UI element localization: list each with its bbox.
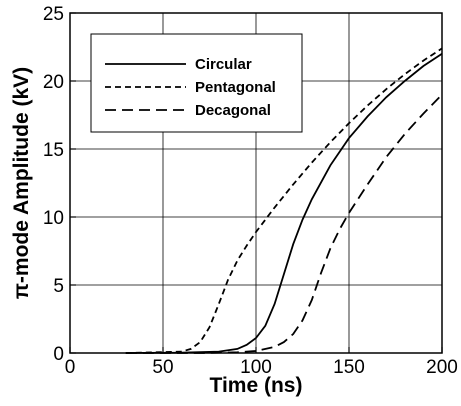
legend-label-decagonal: Decagonal xyxy=(195,102,271,119)
y-tick-label: 10 xyxy=(43,208,64,229)
x-tick-label: 200 xyxy=(426,357,458,378)
legend: Circular Pentagonal Decagonal xyxy=(90,33,303,133)
legend-label-circular: Circular xyxy=(195,56,252,73)
x-tick-label: 100 xyxy=(240,357,272,378)
series-group xyxy=(125,47,443,354)
x-tick-label: 150 xyxy=(333,357,365,378)
y-tick-label: 20 xyxy=(43,72,64,93)
x-ticks: 0 50 100 150 200 xyxy=(65,347,458,378)
x-tick-label: 50 xyxy=(152,357,173,378)
x-axis-title: Time (ns) xyxy=(210,374,303,397)
y-tick-label: 5 xyxy=(53,276,64,297)
y-axis-title: π-mode Amplitude (kV) xyxy=(10,67,33,299)
x-tick-label: 0 xyxy=(65,357,76,378)
legend-box xyxy=(90,33,303,133)
series-line-pentagonal xyxy=(125,47,443,354)
y-tick-label: 0 xyxy=(53,344,64,365)
y-ticks: 0 5 10 15 20 25 xyxy=(43,4,76,365)
series-line-circular xyxy=(125,53,443,354)
legend-label-pentagonal: Pentagonal xyxy=(195,79,276,96)
series-line-decagonal xyxy=(125,93,443,354)
y-tick-label: 15 xyxy=(43,140,64,161)
y-tick-label: 25 xyxy=(43,4,64,25)
